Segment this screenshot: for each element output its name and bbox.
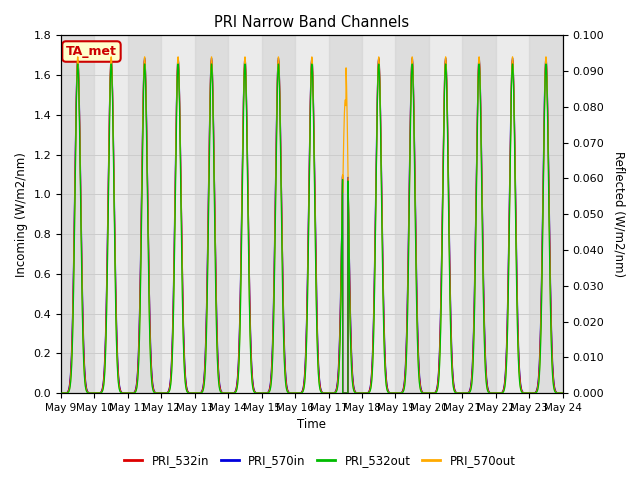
Bar: [529, 36, 563, 393]
Bar: [396, 36, 429, 393]
Bar: [462, 36, 496, 393]
Y-axis label: Reflected (W/m2/nm): Reflected (W/m2/nm): [612, 151, 625, 277]
Bar: [195, 36, 228, 393]
Y-axis label: Incoming (W/m2/nm): Incoming (W/m2/nm): [15, 152, 28, 276]
X-axis label: Time: Time: [298, 419, 326, 432]
Bar: [128, 36, 161, 393]
Bar: [328, 36, 362, 393]
Bar: [61, 36, 95, 393]
Legend: PRI_532in, PRI_570in, PRI_532out, PRI_570out: PRI_532in, PRI_570in, PRI_532out, PRI_57…: [120, 449, 520, 472]
Text: TA_met: TA_met: [66, 45, 117, 58]
Bar: [262, 36, 295, 393]
Title: PRI Narrow Band Channels: PRI Narrow Band Channels: [214, 15, 410, 30]
